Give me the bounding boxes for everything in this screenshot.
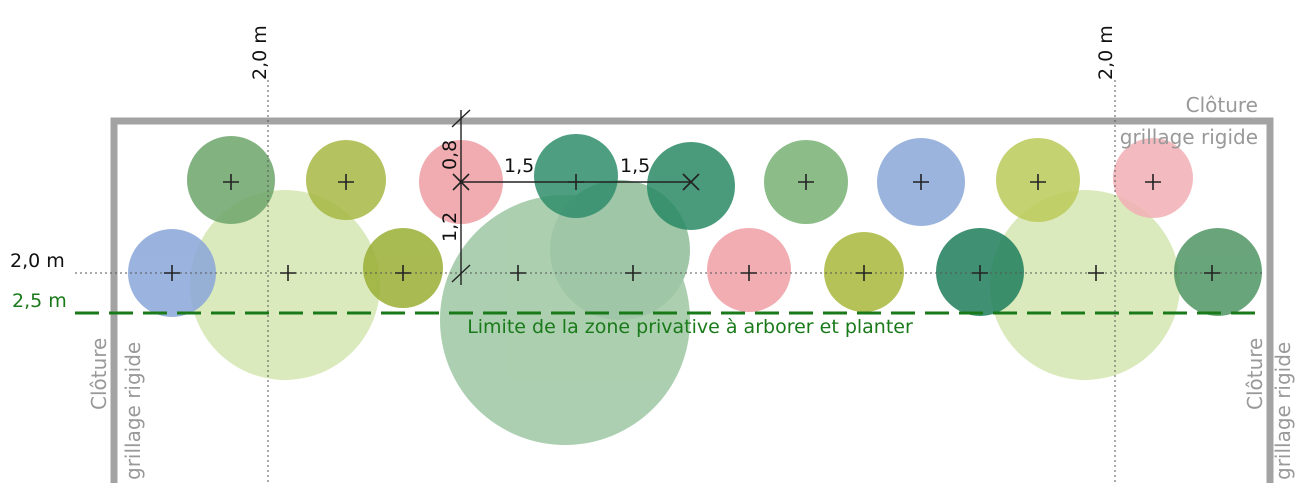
dimension-label: 2,5 m [12,290,67,312]
dimension-label: 1,2 [439,212,461,242]
dimension-label: 1,5 [620,155,650,177]
dimension-label: 0,8 [439,140,461,170]
plant-markers [164,173,1220,281]
limit-label: Limite de la zone privative à arborer et… [467,316,913,338]
dimension-label: 2,0 m [249,25,271,80]
fence-label: grillage rigide [1120,125,1258,149]
guide-lines [75,80,1265,483]
fence-label: grillage rigide [1271,342,1295,480]
dimension-label: 2,0 m [10,250,65,272]
fence [110,117,1274,483]
fence-label: Clôture [1186,93,1258,117]
trees-small [128,134,1262,317]
fence-label: grillage rigide [121,342,145,480]
dimension-label: 1,5 [504,155,534,177]
fence-label: Clôture [87,338,111,410]
dimension-label: 2,0 m [1095,25,1117,80]
fence-label: Clôture [1243,338,1267,410]
